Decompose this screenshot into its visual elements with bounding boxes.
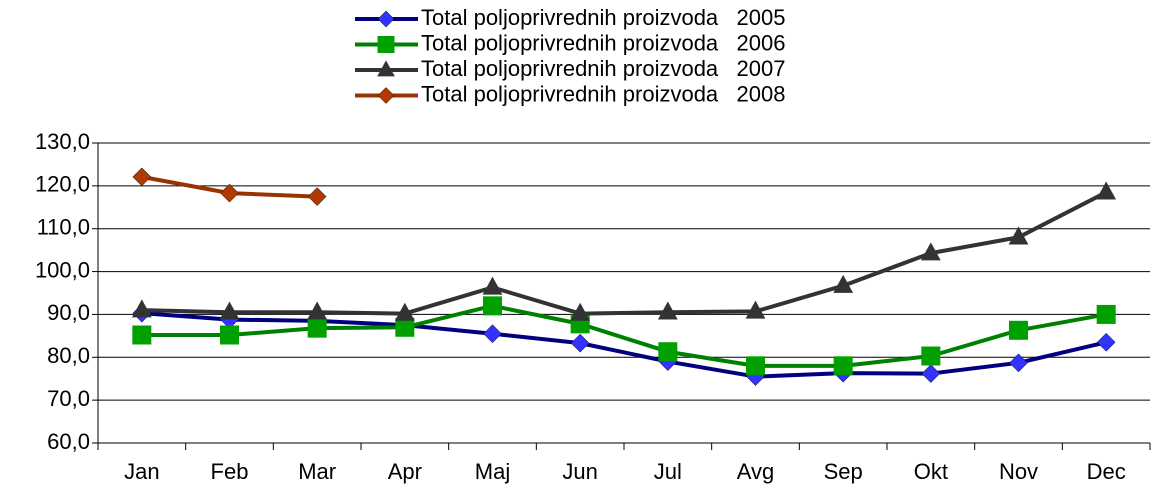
x-tick-label: Dec [1087,459,1126,484]
point [1009,320,1028,340]
point [833,274,854,293]
point [482,276,503,295]
point [1096,181,1117,200]
legend-label: Total poljoprivrednih proizvoda 2006 [421,30,785,55]
point [483,324,502,344]
legend-marker [377,10,395,28]
x-tick-label: Okt [914,459,948,484]
series-line [141,303,1107,368]
point [395,317,415,337]
series-line [141,190,1108,316]
legend-label: Total poljoprivrednih proizvoda 2005 [421,5,785,30]
point [570,333,590,353]
y-tick-label: 70,0 [47,386,90,411]
point [394,302,415,321]
point [220,325,239,345]
legend-marker [377,87,395,104]
legend-marker [377,36,395,53]
point [307,187,327,206]
point [921,364,941,383]
point [483,296,502,316]
x-tick-label: Avg [737,459,775,484]
x-tick-label: Nov [999,459,1038,484]
y-tick-label: 120,0 [35,172,90,197]
point [219,301,240,320]
y-tick-label: 130,0 [35,129,90,154]
y-tick-label: 100,0 [35,257,90,282]
point [132,325,152,345]
point [131,299,152,318]
legend-marker [377,60,395,77]
legend-label: Total poljoprivrednih proizvoda 2008 [421,81,785,106]
series-line [141,311,1107,379]
y-tick-label: 80,0 [47,343,90,368]
x-tick-label: Jan [124,459,159,484]
point [220,183,239,203]
y-tick-label: 90,0 [47,300,90,325]
x-tick-label: Feb [211,459,249,484]
point [921,346,941,366]
point [657,301,678,320]
x-tick-label: Mar [298,459,336,484]
point [1096,304,1116,324]
point [1008,226,1029,245]
point [132,167,152,187]
point [1096,332,1116,352]
y-tick-label: 60,0 [47,429,90,454]
point [570,302,591,321]
x-tick-label: Jun [562,459,597,484]
x-tick-label: Apr [388,459,422,484]
x-tick-label: Maj [475,459,510,484]
point [745,300,766,319]
y-tick-label: 110,0 [37,215,90,240]
point [658,342,678,362]
legend-label: Total poljoprivrednih proizvoda 2007 [421,56,785,81]
x-tick-label: Jul [654,459,682,484]
point [307,301,328,320]
x-tick-label: Sep [824,459,863,484]
point [920,242,941,261]
point [307,318,327,338]
point [746,356,765,376]
point [833,356,853,376]
point [1009,353,1028,373]
